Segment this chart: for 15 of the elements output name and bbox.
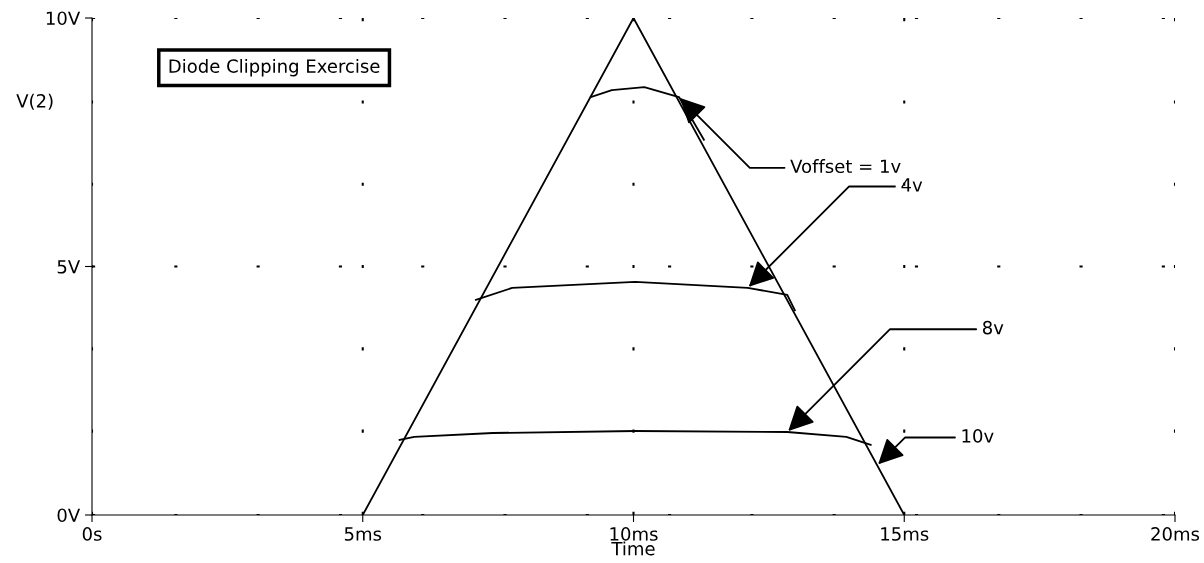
text: Diode Clipping Exercise (169, 58, 380, 77)
y-tick-label: 10V (46, 11, 81, 26)
annotation: 4v (901, 178, 923, 192)
x-tick-label: 20ms (1151, 527, 1200, 541)
x-tick-label: 5ms (344, 527, 382, 541)
x-tick-label: 15ms (881, 527, 929, 541)
x-tick-label: 10ms (610, 527, 658, 541)
x-axis-title: Time (611, 541, 655, 556)
annotation: Voffset = 1v (790, 159, 901, 174)
annotation: 8v (982, 320, 1004, 335)
y-tick-label: 5V (57, 260, 81, 274)
x-tick-label: 0s (82, 527, 102, 541)
y-tick-label: 0V (57, 508, 81, 523)
annotation: 10v (962, 429, 994, 443)
y-axis-title: V(2) (16, 93, 53, 110)
